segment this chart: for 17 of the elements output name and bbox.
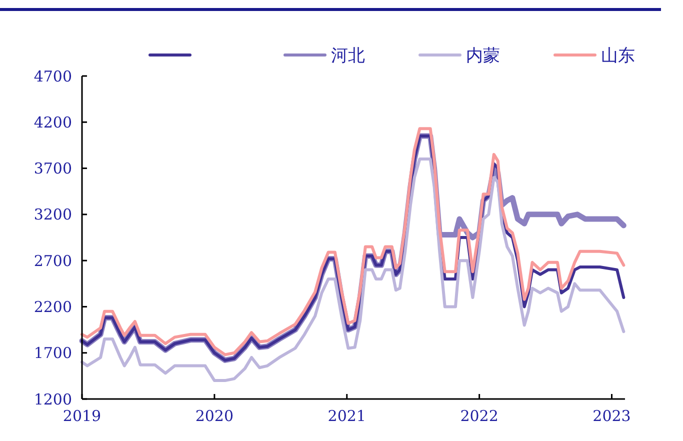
y-tick-label: 2200 [34,298,72,316]
x-tick-label: 2022 [460,407,498,425]
y-tick-label: 3200 [34,206,72,224]
y-tick-label: 1200 [34,390,72,408]
x-tick-label: 2023 [592,407,631,425]
x-tick-label: 2021 [328,407,366,425]
y-tick-label: 4200 [34,113,72,132]
line-series [80,158,626,382]
legend-label: 内蒙 [466,46,500,66]
y-tick-label: 4700 [34,67,72,86]
y-tick-label: 1700 [34,344,72,362]
x-tick-label: 2019 [62,407,102,425]
legend-label: 山东 [601,46,635,66]
x-tick-label: 2020 [195,407,234,425]
legend-label: 河北 [331,46,365,66]
y-tick-label: 2700 [34,252,72,270]
y-tick-label: 3700 [34,160,72,178]
